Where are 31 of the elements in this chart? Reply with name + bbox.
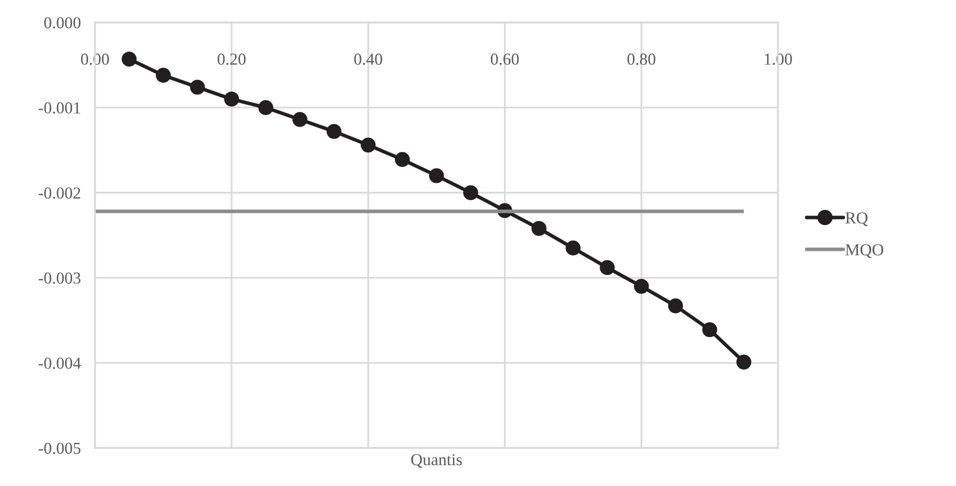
point: [702, 322, 718, 338]
legend-label: RQ: [845, 212, 868, 226]
point: [122, 52, 137, 67]
point: [258, 100, 274, 116]
point: [360, 138, 376, 153]
point: [156, 68, 171, 83]
y-tick-label: -0.005: [38, 442, 80, 454]
point: [292, 112, 308, 127]
x-tick-label: 0.60: [490, 54, 519, 65]
y-tick-label: -0.004: [38, 358, 81, 369]
point: [394, 152, 410, 167]
legend-label: MQO: [845, 244, 884, 258]
y-tick-label: -0.003: [38, 272, 80, 284]
point: [600, 260, 615, 276]
y-tick-label: 0.000: [44, 17, 80, 29]
point: [463, 185, 478, 200]
point: [668, 298, 684, 314]
point: [566, 240, 581, 256]
point: [429, 168, 444, 184]
point: [190, 80, 205, 95]
x-tick-label: 0.40: [354, 54, 382, 65]
x-axis-title: Quantis: [411, 454, 462, 468]
y-tick-label: -0.001: [38, 102, 80, 114]
y-tick-label: -0.002: [38, 187, 80, 199]
x-tick-label: 0.80: [627, 54, 656, 65]
point: [224, 92, 240, 107]
point: [326, 124, 342, 139]
point: [634, 278, 649, 294]
x-tick-label: 0.20: [218, 54, 246, 65]
point: [531, 220, 546, 236]
point: [736, 354, 752, 370]
